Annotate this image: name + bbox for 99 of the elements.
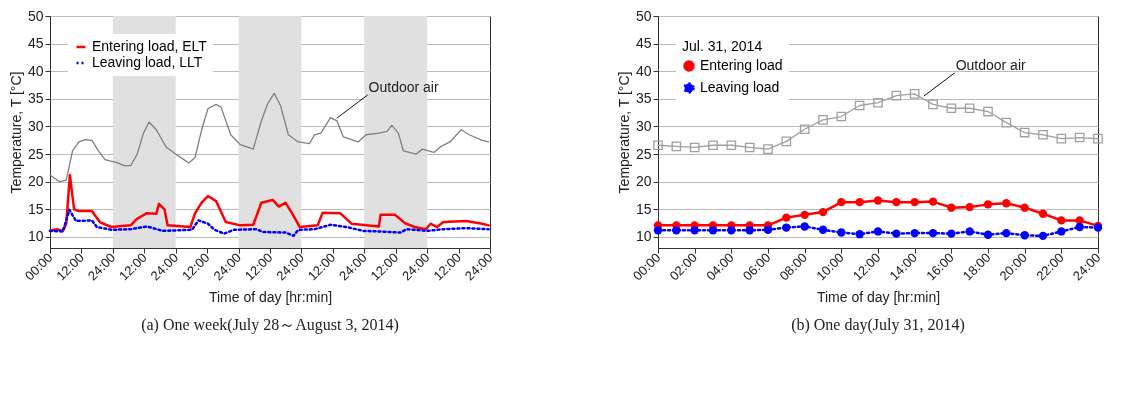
y-tick-label: 15 (27, 200, 44, 217)
legend-label: Leaving load, LLT (92, 54, 203, 70)
point (1020, 231, 1029, 240)
x-axis-title: Time of day [hr:min] (208, 289, 333, 306)
point (891, 90, 902, 101)
y-tick-label: 50 (27, 7, 44, 24)
point (873, 196, 883, 205)
point (763, 225, 773, 234)
y-axis-title: Temperature, T [°C] (7, 71, 24, 194)
point (1038, 129, 1048, 140)
point (781, 136, 792, 147)
y-tick-label: 45 (27, 35, 44, 52)
point (947, 203, 956, 212)
point (818, 225, 828, 234)
y-tick-label: 30 (635, 117, 652, 134)
y-tick-label: 20 (27, 173, 44, 190)
annotation: Outdoor air (368, 78, 439, 95)
point (671, 141, 682, 152)
point (928, 228, 938, 238)
point (653, 226, 663, 235)
point (1074, 132, 1085, 143)
annotation: Outdoor air (955, 56, 1027, 73)
point (689, 142, 700, 153)
point (1001, 117, 1012, 128)
point (855, 230, 864, 239)
point (983, 106, 993, 117)
point (964, 103, 975, 114)
y-tick-label: 35 (635, 90, 652, 107)
point (727, 226, 736, 235)
point (726, 140, 737, 151)
point (909, 89, 920, 99)
point (928, 197, 938, 206)
point (1038, 209, 1048, 218)
y-tick-label: 50 (635, 7, 652, 24)
point (782, 223, 791, 232)
point (983, 200, 993, 209)
point (983, 230, 993, 239)
point (837, 228, 846, 237)
legend-label: Entering load, ELT (92, 38, 208, 54)
y-tick-label: 25 (27, 145, 44, 162)
y-tick-label: 20 (635, 173, 652, 190)
y-tick-label: 40 (635, 62, 652, 79)
point (818, 115, 828, 125)
point (947, 229, 956, 238)
y-tick-label: 35 (27, 90, 44, 107)
point (892, 197, 901, 207)
line-series (49, 92, 490, 183)
x-axis-title: Time of day [hr:min] (816, 289, 941, 306)
point (800, 210, 809, 220)
point (653, 140, 663, 151)
point (745, 226, 754, 235)
point (946, 103, 957, 114)
text: (b) One day(July 31, 2014) (791, 315, 965, 334)
point (928, 99, 938, 110)
y-tick-label: 40 (27, 62, 44, 79)
y-tick-label: 15 (635, 200, 652, 217)
point (965, 202, 974, 212)
point (1057, 227, 1066, 236)
point (1002, 199, 1011, 208)
point (800, 222, 809, 231)
point (855, 197, 864, 207)
legend-label: Entering load (700, 57, 783, 73)
point (690, 226, 699, 235)
point (1057, 216, 1066, 225)
y-tick-label: 10 (635, 228, 652, 245)
line-series (48, 208, 490, 238)
point (1002, 228, 1011, 238)
point (837, 197, 846, 207)
y-axis-title: Temperature, T [°C] (615, 71, 632, 194)
point (744, 142, 755, 153)
point (836, 111, 847, 122)
line-series (48, 173, 490, 233)
point (965, 227, 974, 236)
point (1020, 203, 1029, 212)
point (782, 213, 791, 222)
point (708, 226, 718, 235)
point (910, 228, 919, 238)
point (1019, 127, 1030, 138)
point (763, 144, 773, 154)
point (892, 229, 901, 238)
point (672, 226, 681, 235)
point (910, 197, 919, 207)
legend-title: Jul. 31, 2014 (682, 38, 763, 54)
y-tick-label: 10 (27, 228, 44, 245)
point (818, 207, 828, 217)
point (708, 140, 718, 151)
y-tick-label: 45 (635, 35, 652, 52)
point (873, 227, 883, 236)
point (1038, 231, 1048, 241)
point (1075, 222, 1084, 232)
point (873, 97, 883, 108)
y-tick-label: 30 (27, 117, 44, 134)
point (799, 124, 810, 135)
text: (a) One week(July 28～August 3, 2014) (141, 315, 399, 334)
point (1093, 133, 1103, 144)
point (1056, 133, 1067, 144)
point (854, 100, 865, 111)
y-tick-label: 25 (635, 145, 652, 162)
legend-label: Leaving load (700, 79, 780, 95)
